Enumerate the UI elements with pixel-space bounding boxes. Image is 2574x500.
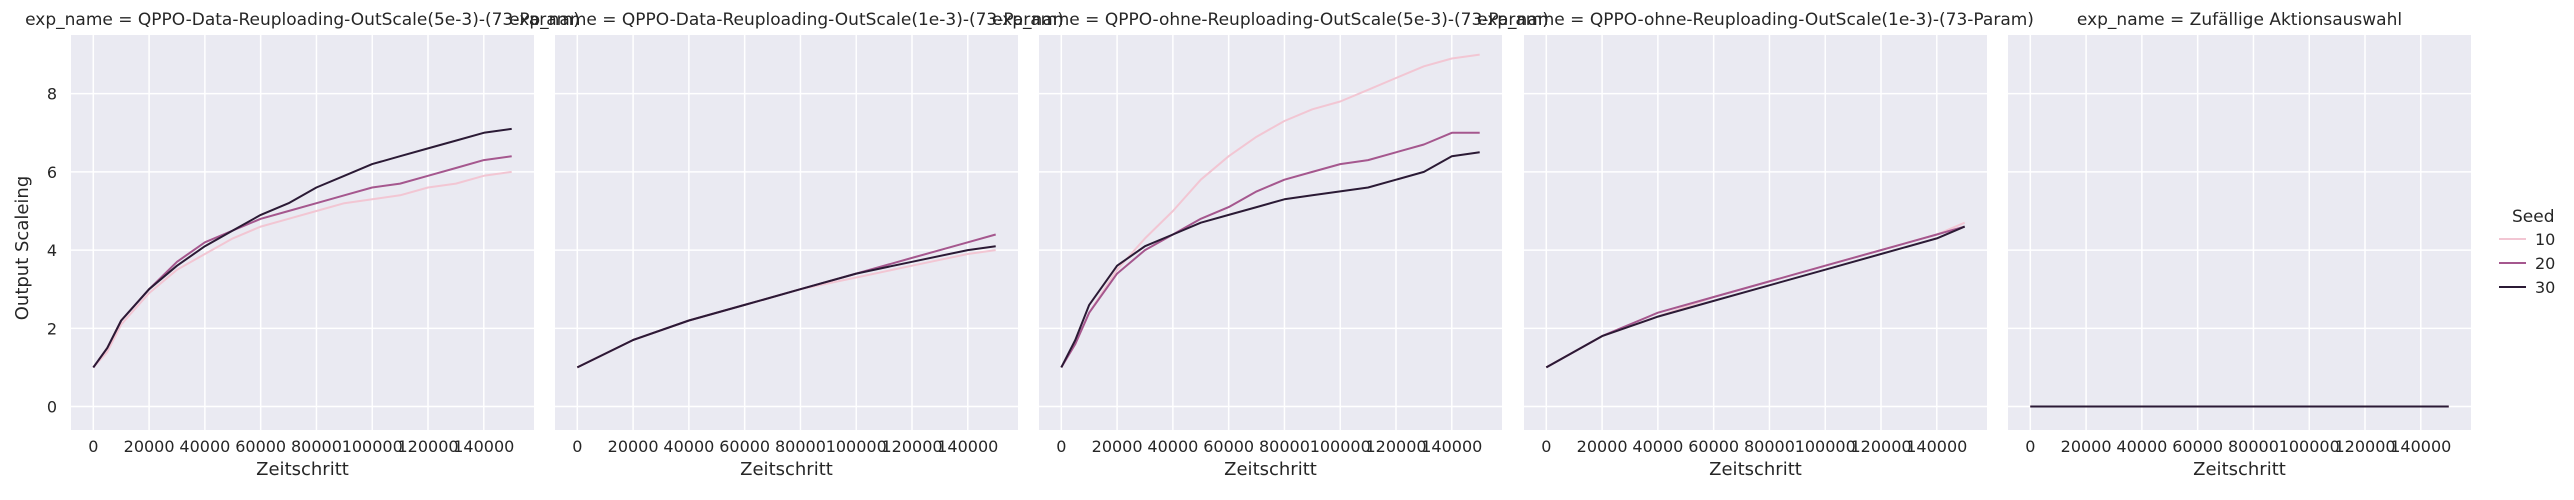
plot-area xyxy=(71,35,534,430)
x-tick-label: 40000 xyxy=(1632,437,1683,456)
plot-area xyxy=(555,35,1018,430)
panel-title: exp_name = QPPO-ohne-Reuploading-OutScal… xyxy=(1477,10,2034,30)
x-tick-label: 120000 xyxy=(397,437,458,456)
x-tick-label: 60000 xyxy=(235,437,286,456)
series-line-seed-20 xyxy=(1545,225,1965,369)
x-tick-label: 40000 xyxy=(663,437,714,456)
x-tick-label: 80000 xyxy=(1744,437,1795,456)
series-line-seed-30 xyxy=(576,245,996,369)
x-tick-label: 60000 xyxy=(1688,437,1739,456)
x-tick-label: 60000 xyxy=(1203,437,1254,456)
x-tick-label: 0 xyxy=(88,437,98,456)
x-tick-label: 120000 xyxy=(1850,437,1911,456)
plot-area xyxy=(1524,35,1987,430)
x-axis-label: Zeitschritt xyxy=(740,459,833,480)
legend-entry-10: 10 xyxy=(2499,230,2555,249)
x-tick-label: 100000 xyxy=(342,437,403,456)
x-tick-label: 80000 xyxy=(1259,437,1310,456)
panels-layer: 0 20000 40000 60000 80000 1000001200001400000… xyxy=(25,10,2471,480)
x-tick-label: 140000 xyxy=(453,437,514,456)
x-tick-label: 20000 xyxy=(124,437,175,456)
x-tick-label: 140000 xyxy=(2390,437,2451,456)
x-tick-label: 60000 xyxy=(719,437,770,456)
legend-label: 20 xyxy=(2535,254,2555,273)
x-tick-label: 20000 xyxy=(608,437,659,456)
x-tick-label: 100000 xyxy=(2279,437,2340,456)
panel-title: exp_name = QPPO-Data-Reuploading-OutScal… xyxy=(509,10,1064,30)
series-line-seed-30 xyxy=(1060,151,1480,368)
panel-title: exp_name = QPPO-Data-Reuploading-OutScal… xyxy=(25,10,580,30)
y-tick-label: 8 xyxy=(47,85,57,104)
x-axis-label: Zeitschritt xyxy=(1709,459,1802,480)
x-tick-label: 100000 xyxy=(1310,437,1371,456)
x-tick-label: 100000 xyxy=(826,437,887,456)
y-tick-label: 0 xyxy=(47,398,57,417)
series-line-seed-30 xyxy=(92,127,512,368)
x-tick-label: 60000 xyxy=(2172,437,2223,456)
y-axis-label: Output Scaleing xyxy=(12,176,33,321)
panel-title: exp_name = QPPO-ohne-Reuploading-OutScal… xyxy=(992,10,1549,30)
series-line-seed-20 xyxy=(1060,131,1480,368)
x-tick-label: 0 xyxy=(2025,437,2035,456)
x-tick-label: 140000 xyxy=(1421,437,1482,456)
x-axis-label: Zeitschritt xyxy=(2193,459,2286,480)
y-tick-label: 6 xyxy=(47,163,57,182)
legend: Seed 10 20 30 xyxy=(2499,207,2555,297)
x-tick-label: 120000 xyxy=(1365,437,1426,456)
x-tick-label: 40000 xyxy=(1147,437,1198,456)
x-tick-label: 120000 xyxy=(2334,437,2395,456)
x-tick-label: 100000 xyxy=(1795,437,1856,456)
x-tick-label: 80000 xyxy=(2228,437,2279,456)
series-line-seed-10 xyxy=(1060,53,1480,368)
legend-label: 30 xyxy=(2535,278,2555,297)
x-tick-label: 120000 xyxy=(881,437,942,456)
panel-title: exp_name = Zufällige Aktionsauswahl xyxy=(2077,10,2402,30)
x-tick-label: 40000 xyxy=(179,437,230,456)
x-tick-label: 0 xyxy=(572,437,582,456)
x-tick-label: 40000 xyxy=(2116,437,2167,456)
legend-title: Seed xyxy=(2512,207,2555,227)
x-tick-label: 20000 xyxy=(2061,437,2112,456)
legend-entry-20: 20 xyxy=(2499,254,2555,273)
y-tick-label: 2 xyxy=(47,319,57,338)
legend-label: 10 xyxy=(2535,230,2555,249)
x-axis-label: Zeitschritt xyxy=(256,459,349,480)
x-tick-label: 20000 xyxy=(1092,437,1143,456)
x-axis-label: Zeitschritt xyxy=(1224,459,1317,480)
x-tick-label: 140000 xyxy=(937,437,998,456)
x-tick-label: 80000 xyxy=(291,437,342,456)
x-tick-label: 140000 xyxy=(1906,437,1967,456)
x-tick-label: 80000 xyxy=(775,437,826,456)
series-line-seed-10 xyxy=(92,170,512,369)
series-line-seed-30 xyxy=(1545,225,1966,369)
plot-area xyxy=(2008,35,2471,430)
y-tick-label: 4 xyxy=(47,241,57,260)
plot-area xyxy=(1039,35,1502,430)
legend-entry-30: 30 xyxy=(2499,278,2555,297)
x-tick-label: 20000 xyxy=(1577,437,1628,456)
x-tick-label: 0 xyxy=(1056,437,1066,456)
x-tick-label: 0 xyxy=(1541,437,1551,456)
